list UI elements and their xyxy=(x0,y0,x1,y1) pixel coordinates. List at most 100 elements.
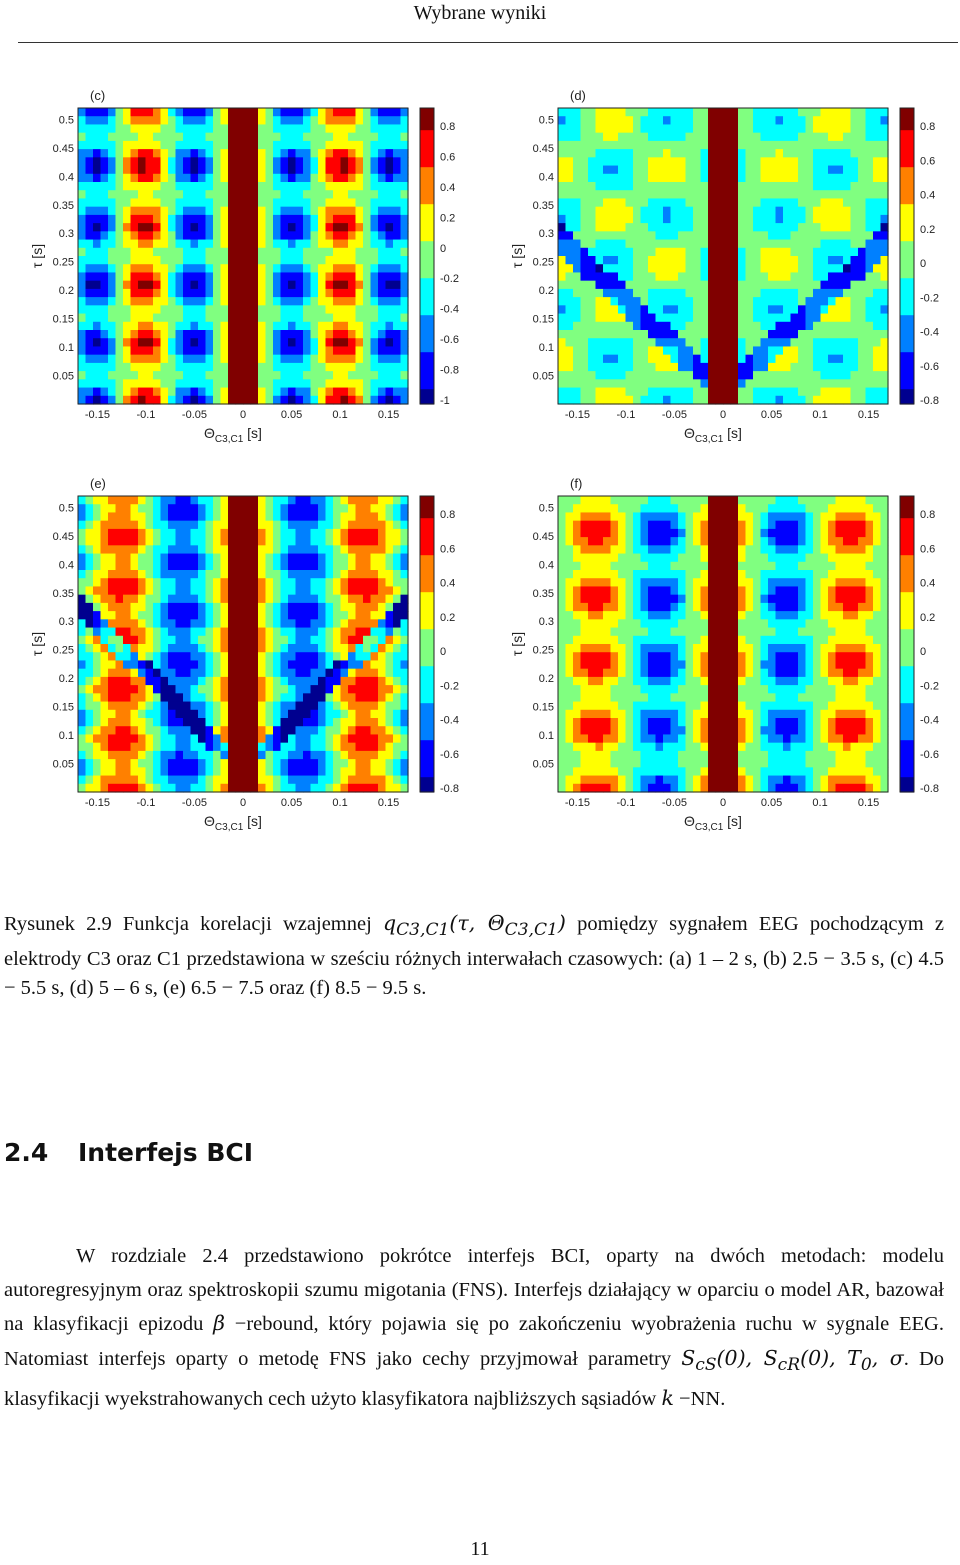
heatmap-cell xyxy=(363,693,372,703)
heatmap-cell xyxy=(78,354,87,364)
heatmap-cell xyxy=(115,594,124,604)
heatmap-cell xyxy=(798,149,807,158)
heatmap-cell xyxy=(243,338,252,348)
heatmap-cell xyxy=(228,338,237,348)
heatmap-cell xyxy=(363,395,372,405)
heatmap-cell xyxy=(130,272,139,282)
heatmap-cell xyxy=(198,635,207,645)
heatmap-cell xyxy=(678,116,687,126)
heatmap-cell xyxy=(220,545,229,555)
heatmap-cell xyxy=(385,297,394,306)
heatmap-cell xyxy=(85,330,94,339)
heatmap-cell xyxy=(775,182,784,191)
heatmap-cell xyxy=(580,108,589,117)
heatmap-cell xyxy=(730,157,739,167)
heatmap-cell xyxy=(393,395,402,405)
heatmap-cell xyxy=(265,750,274,760)
heatmap-cell xyxy=(663,256,672,265)
heatmap-cell xyxy=(640,371,649,380)
heatmap-cell xyxy=(393,512,402,522)
heatmap-cell xyxy=(115,149,124,158)
heatmap-cell xyxy=(865,362,874,372)
heatmap-cell xyxy=(325,693,334,703)
heatmap-cell xyxy=(198,387,207,397)
heatmap-cell xyxy=(400,528,409,538)
heatmap-cell xyxy=(363,676,372,686)
heatmap-cell xyxy=(318,734,327,744)
heatmap-cell xyxy=(115,504,124,514)
heatmap-cell xyxy=(393,321,402,331)
heatmap-cell xyxy=(235,627,244,637)
heatmap-cell xyxy=(588,354,597,364)
heatmap-cell xyxy=(310,190,319,200)
heatmap-cell xyxy=(820,280,829,290)
heatmap-cell xyxy=(400,149,409,158)
heatmap-cell xyxy=(220,504,229,514)
colorbar-step xyxy=(420,547,434,556)
heatmap-cell xyxy=(693,305,702,315)
heatmap-cell xyxy=(393,594,402,604)
heatmap-cell xyxy=(858,330,867,339)
heatmap-cell xyxy=(250,635,259,645)
heatmap-cell xyxy=(288,346,297,356)
heatmap-cell xyxy=(100,545,109,555)
heatmap-cell xyxy=(340,734,349,744)
heatmap-cell xyxy=(588,173,597,183)
heatmap-cell xyxy=(580,305,589,315)
heatmap-cell xyxy=(310,346,319,356)
heatmap-cell xyxy=(160,157,169,167)
heatmap-cell xyxy=(198,742,207,752)
heatmap-cell xyxy=(880,379,889,389)
heatmap-cell xyxy=(318,504,327,514)
heatmap-cell xyxy=(115,313,124,323)
heatmap-cell xyxy=(265,709,274,719)
heatmap-cell xyxy=(835,173,844,183)
heatmap-cell xyxy=(228,387,237,397)
heatmap-cell xyxy=(190,239,199,249)
heatmap-cell xyxy=(168,395,177,405)
heatmap-cell xyxy=(205,182,214,191)
heatmap-cell xyxy=(130,709,139,719)
heatmap-cell xyxy=(813,313,822,323)
heatmap-cell xyxy=(340,726,349,736)
heatmap-cell xyxy=(228,182,237,191)
heatmap-cell xyxy=(700,354,709,364)
heatmap-cell xyxy=(85,668,94,678)
heatmap-cell xyxy=(618,132,627,142)
heatmap-cell xyxy=(355,206,364,216)
heatmap-cell xyxy=(153,685,162,694)
heatmap-cell xyxy=(730,264,739,274)
heatmap-cell xyxy=(805,280,814,290)
heatmap-cell xyxy=(310,132,319,142)
heatmap-cell xyxy=(648,140,657,150)
heatmap-cell xyxy=(333,206,342,216)
heatmap-cell xyxy=(370,742,379,752)
heatmap-cell xyxy=(220,602,229,612)
heatmap-cell xyxy=(190,685,199,694)
heatmap-cell xyxy=(138,512,147,522)
heatmap-cell xyxy=(115,685,124,694)
heatmap-cell xyxy=(130,239,139,249)
heatmap-cell xyxy=(753,346,762,356)
heatmap-cell xyxy=(318,305,327,315)
heatmap-cell xyxy=(768,297,777,306)
heatmap-cell xyxy=(730,198,739,208)
heatmap-cell xyxy=(130,280,139,290)
heatmap-cell xyxy=(198,190,207,200)
heatmap-cell xyxy=(115,280,124,290)
heatmap-cell xyxy=(108,116,117,126)
heatmap-cell xyxy=(108,272,117,282)
heatmap-cell xyxy=(708,214,717,224)
heatmap-cell xyxy=(633,124,642,134)
heatmap-cell xyxy=(768,362,777,372)
heatmap-cell xyxy=(145,330,154,339)
heatmap-cell xyxy=(865,264,874,274)
heatmap-cell xyxy=(648,165,657,175)
heatmap-cell xyxy=(573,297,582,306)
heatmap-cell xyxy=(265,602,274,612)
heatmap-cell xyxy=(138,190,147,200)
colorbar-step xyxy=(420,248,434,257)
heatmap-cell xyxy=(153,354,162,364)
heatmap-cell xyxy=(198,709,207,719)
heatmap-cell xyxy=(198,149,207,158)
